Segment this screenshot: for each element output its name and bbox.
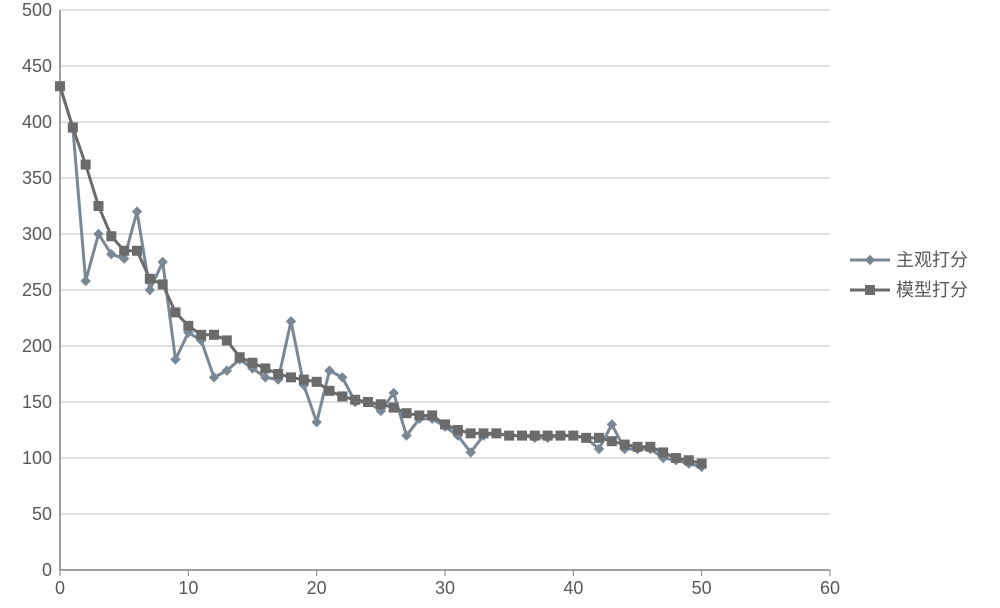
x-tick-label: 0: [55, 578, 65, 598]
square-marker: [672, 454, 681, 463]
x-tick-label: 30: [435, 578, 455, 598]
square-marker: [659, 448, 668, 457]
square-marker: [415, 411, 424, 420]
square-marker: [274, 370, 283, 379]
square-marker: [543, 431, 552, 440]
square-marker: [107, 232, 116, 241]
square-marker: [569, 431, 578, 440]
y-tick-label: 450: [22, 56, 52, 76]
square-marker: [376, 400, 385, 409]
square-marker: [261, 364, 270, 373]
legend-label: 主观打分: [896, 250, 968, 270]
square-marker: [441, 420, 450, 429]
square-marker: [94, 202, 103, 211]
square-marker: [133, 246, 142, 255]
square-marker: [222, 336, 231, 345]
square-marker: [646, 442, 655, 451]
square-marker: [158, 280, 167, 289]
square-marker: [684, 456, 693, 465]
y-tick-label: 250: [22, 280, 52, 300]
square-marker: [299, 375, 308, 384]
square-marker: [866, 286, 875, 295]
x-tick-label: 50: [692, 578, 712, 598]
square-marker: [210, 330, 219, 339]
square-marker: [697, 459, 706, 468]
chart-container: 0 50 100 150 200 250 300 350 400 450 500 0 10 20 30 40 5…: [0, 0, 1000, 608]
square-marker: [325, 386, 334, 395]
square-marker: [479, 429, 488, 438]
square-marker: [197, 330, 206, 339]
x-tick-label: 10: [178, 578, 198, 598]
square-marker: [607, 437, 616, 446]
square-marker: [595, 433, 604, 442]
square-marker: [338, 392, 347, 401]
square-marker: [81, 160, 90, 169]
square-marker: [248, 358, 257, 367]
y-tick-label: 150: [22, 392, 52, 412]
square-marker: [68, 123, 77, 132]
square-marker: [351, 395, 360, 404]
y-tick-label: 200: [22, 336, 52, 356]
square-marker: [582, 433, 591, 442]
square-marker: [312, 377, 321, 386]
square-marker: [620, 440, 629, 449]
square-marker: [518, 431, 527, 440]
square-marker: [492, 429, 501, 438]
square-marker: [287, 373, 296, 382]
y-tick-label: 300: [22, 224, 52, 244]
legend-label: 模型打分: [896, 280, 968, 300]
square-marker: [428, 411, 437, 420]
square-marker: [505, 431, 514, 440]
square-marker: [235, 353, 244, 362]
square-marker: [633, 442, 642, 451]
y-tick-label: 400: [22, 112, 52, 132]
square-marker: [56, 82, 65, 91]
y-tick-label: 0: [42, 560, 52, 580]
square-marker: [364, 398, 373, 407]
square-marker: [389, 403, 398, 412]
square-marker: [530, 431, 539, 440]
square-marker: [145, 274, 154, 283]
square-marker: [466, 429, 475, 438]
y-tick-label: 500: [22, 0, 52, 20]
x-tick-label: 40: [563, 578, 583, 598]
square-marker: [184, 321, 193, 330]
y-tick-label: 50: [32, 504, 52, 524]
y-tick-label: 100: [22, 448, 52, 468]
y-tick-label: 350: [22, 168, 52, 188]
line-chart: 0 50 100 150 200 250 300 350 400 450 500 0 10 20 30 40 5…: [0, 0, 1000, 608]
square-marker: [453, 426, 462, 435]
x-tick-label: 60: [820, 578, 840, 598]
square-marker: [171, 308, 180, 317]
square-marker: [402, 409, 411, 418]
square-marker: [120, 246, 129, 255]
square-marker: [556, 431, 565, 440]
x-tick-label: 20: [307, 578, 327, 598]
